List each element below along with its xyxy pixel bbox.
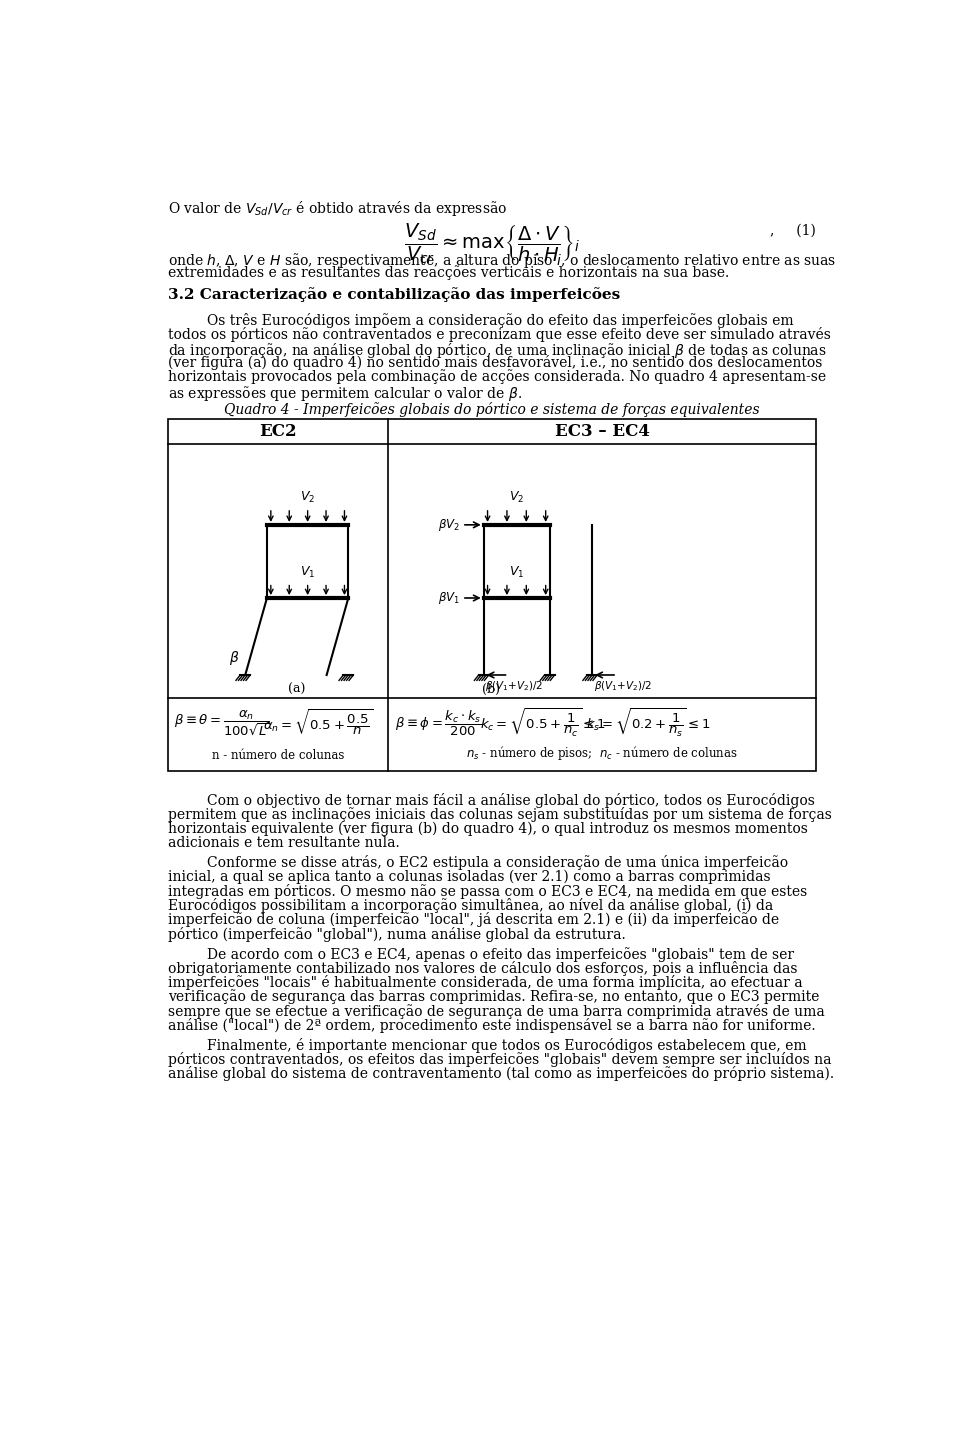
- Text: análise ("local") de 2ª ordem, procedimento este indispensável se a barra não fo: análise ("local") de 2ª ordem, procedime…: [168, 1018, 816, 1032]
- Text: (a): (a): [288, 682, 305, 695]
- Text: $k_c = \sqrt{0.5 + \dfrac{1}{n_c}} \leq 1$: $k_c = \sqrt{0.5 + \dfrac{1}{n_c}} \leq …: [480, 706, 606, 739]
- Text: 3.2 Caracterização e contabilização das imperfeicões: 3.2 Caracterização e contabilização das …: [168, 287, 620, 302]
- Text: $\dfrac{V_{Sd}}{V_{cr}} \approx \max\left\{\dfrac{\Delta \cdot V}{h \cdot H}\rig: $\dfrac{V_{Sd}}{V_{cr}} \approx \max\lef…: [404, 222, 580, 266]
- Text: da incorporação, na análise global do pórtico, de uma inclinação inicial $\beta$: da incorporação, na análise global do pó…: [168, 340, 827, 360]
- Text: $\beta(V_1{+}V_2)/2$: $\beta(V_1{+}V_2)/2$: [485, 679, 543, 694]
- Text: pórtico (imperfeicão "global"), numa análise global da estrutura.: pórtico (imperfeicão "global"), numa aná…: [168, 927, 626, 942]
- Text: (b): (b): [483, 682, 500, 695]
- Text: análise global do sistema de contraventamento (tal como as imperfeicões do própr: análise global do sistema de contraventa…: [168, 1067, 834, 1081]
- Text: sempre que se efectue a verificação de segurança de uma barra comprimida através: sempre que se efectue a verificação de s…: [168, 1004, 825, 1018]
- Text: EC3 – EC4: EC3 – EC4: [555, 423, 650, 440]
- Text: Conforme se disse atrás, o EC2 estipula a consideração de uma única imperfeicão: Conforme se disse atrás, o EC2 estipula …: [206, 855, 788, 871]
- Bar: [168, 419, 816, 771]
- Text: onde $h$, $\Delta$, $V$ e $H$ são, respectivamente, a altura do piso $i$, o desl: onde $h$, $\Delta$, $V$ e $H$ são, respe…: [168, 252, 836, 270]
- Text: $n_s$ - número de pisos;  $n_c$ - número de colunas: $n_s$ - número de pisos; $n_c$ - número …: [467, 744, 738, 762]
- Text: Quadro 4 - Imperfeicões globais do pórtico e sistema de forças equivalentes: Quadro 4 - Imperfeicões globais do pórti…: [225, 402, 759, 418]
- Text: imperfeicões "locais" é habitualmente considerada, de uma forma implícita, ao ef: imperfeicões "locais" é habitualmente co…: [168, 975, 803, 990]
- Text: as expressões que permitem calcular o valor de $\beta$.: as expressões que permitem calcular o va…: [168, 383, 522, 403]
- Text: horizontais equivalente (ver figura (b) do quadro 4), o qual introduz os mesmos : horizontais equivalente (ver figura (b) …: [168, 821, 808, 835]
- Text: (ver figura (a) do quadro 4) no sentido mais desfavorável, i.e., no sentido dos : (ver figura (a) do quadro 4) no sentido …: [168, 355, 823, 370]
- Text: O valor de $V_{Sd}/V_{cr}$ é obtido através da expressão: O valor de $V_{Sd}/V_{cr}$ é obtido atra…: [168, 199, 507, 217]
- Text: EC2: EC2: [259, 423, 297, 440]
- Text: $\beta V_1$: $\beta V_1$: [439, 591, 461, 606]
- Text: $V_2$: $V_2$: [509, 489, 524, 505]
- Text: obrigatoriamente contabilizado nos valores de cálculo dos esforços, pois a influ: obrigatoriamente contabilizado nos valor…: [168, 961, 798, 975]
- Text: $\beta \equiv \phi = \dfrac{k_c \cdot k_s}{200}$: $\beta \equiv \phi = \dfrac{k_c \cdot k_…: [395, 708, 482, 738]
- Text: pórticos contraventados, os efeitos das imperfeicões "globais" devem sempre ser : pórticos contraventados, os efeitos das …: [168, 1052, 831, 1067]
- Text: adicionais e tem resultante nula.: adicionais e tem resultante nula.: [168, 835, 399, 849]
- Text: $\beta$: $\beta$: [229, 649, 240, 666]
- Text: ,     (1): , (1): [770, 223, 816, 237]
- Text: inicial, a qual se aplica tanto a colunas isoladas (ver 2.1) como a barras compr: inicial, a qual se aplica tanto a coluna…: [168, 869, 771, 884]
- Text: extremidades e as resultantes das reacções verticais e horizontais na sua base.: extremidades e as resultantes das reacçõ…: [168, 266, 730, 280]
- Text: permitem que as inclinações iniciais das colunas sejam substituídas por um siste: permitem que as inclinações iniciais das…: [168, 807, 832, 822]
- Text: imperfeicão de coluna (imperfeicão "local", já descrita em 2.1) e (ii) da imperf: imperfeicão de coluna (imperfeicão "loca…: [168, 912, 780, 928]
- Text: $V_2$: $V_2$: [300, 489, 315, 505]
- Text: verificação de segurança das barras comprimidas. Refira-se, no entanto, que o EC: verificação de segurança das barras comp…: [168, 990, 820, 1004]
- Text: Finalmente, é importante mencionar que todos os Eurocódigos estabelecem que, em: Finalmente, é importante mencionar que t…: [206, 1038, 806, 1052]
- Text: $V_1$: $V_1$: [300, 565, 315, 579]
- Text: integradas em pórticos. O mesmo não se passa com o EC3 e EC4, na medida em que e: integradas em pórticos. O mesmo não se p…: [168, 884, 807, 899]
- Text: De acordo com o EC3 e EC4, apenas o efeito das imperfeicões "globais" tem de ser: De acordo com o EC3 e EC4, apenas o efei…: [206, 947, 794, 961]
- Text: Os três Eurocódigos impõem a consideração do efeito das imperfeicões globais em: Os três Eurocódigos impõem a consideraçã…: [206, 313, 793, 327]
- Text: Com o objectivo de tornar mais fácil a análise global do pórtico, todos os Euroc: Com o objectivo de tornar mais fácil a a…: [206, 792, 815, 808]
- Text: $\beta \equiv \theta = \dfrac{\alpha_n}{100\sqrt{L}}$: $\beta \equiv \theta = \dfrac{\alpha_n}{…: [175, 709, 270, 738]
- Text: $\beta V_2$: $\beta V_2$: [439, 516, 461, 533]
- Text: $k_s = \sqrt{0.2 + \dfrac{1}{n_s}} \leq 1$: $k_s = \sqrt{0.2 + \dfrac{1}{n_s}} \leq …: [586, 706, 710, 739]
- Text: $\alpha_n = \sqrt{0.5 + \dfrac{0.5}{n}}$: $\alpha_n = \sqrt{0.5 + \dfrac{0.5}{n}}$: [263, 708, 372, 738]
- Text: $\beta(V_1{+}V_2)/2$: $\beta(V_1{+}V_2)/2$: [593, 679, 652, 694]
- Text: $V_1$: $V_1$: [509, 565, 524, 579]
- Text: horizontais provocados pela combinação de acções considerada. No quadro 4 aprese: horizontais provocados pela combinação d…: [168, 369, 827, 385]
- Text: n - número de colunas: n - número de colunas: [212, 749, 345, 762]
- Text: Eurocódigos possibilitam a incorporação simultânea, ao nível da análise global, : Eurocódigos possibilitam a incorporação …: [168, 898, 774, 914]
- Text: todos os pórticos não contraventados e preconizam que esse efeito deve ser simul: todos os pórticos não contraventados e p…: [168, 326, 831, 342]
